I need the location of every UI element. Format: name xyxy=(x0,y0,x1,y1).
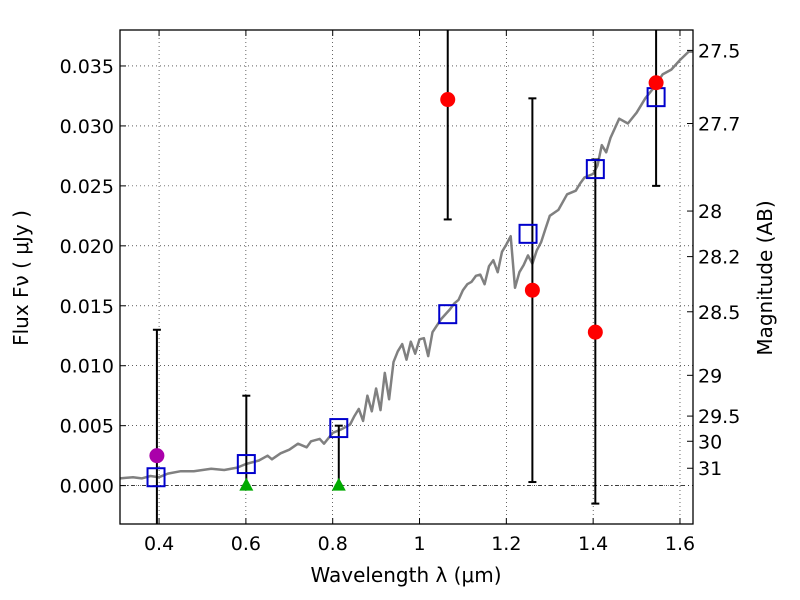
observed-flux-point xyxy=(524,282,540,298)
markers xyxy=(146,75,666,491)
y-tick-label: 0.030 xyxy=(60,116,114,138)
y-tick-label: 0.000 xyxy=(60,476,114,498)
model-photometry-square xyxy=(329,418,349,439)
observed-flux-point xyxy=(648,75,664,91)
y-axis-label: Flux Fν ( μJy ) xyxy=(9,210,33,346)
grid xyxy=(120,30,693,524)
model-photometry-square xyxy=(236,454,256,475)
y-tick-label: 0.020 xyxy=(60,236,114,258)
x-tick-label: 1.4 xyxy=(578,533,608,555)
x-axis-label: Wavelength λ (μm) xyxy=(310,563,501,587)
error-bars xyxy=(152,30,661,524)
model-photometry-square xyxy=(146,467,166,488)
mag-tick-label: 28.2 xyxy=(698,247,740,269)
y-tick-label: 0.010 xyxy=(60,356,114,378)
upper-limit-triangle xyxy=(331,477,346,491)
mag-tick-label: 27.7 xyxy=(698,114,740,136)
y-right-axis-label: Magnitude (AB) xyxy=(753,200,777,355)
y-tick-label: 0.015 xyxy=(60,296,114,318)
mag-tick-label: 31 xyxy=(698,458,722,480)
mag-tick-label: 28.5 xyxy=(698,302,740,324)
upper-limit-triangle xyxy=(239,477,254,491)
y-tick-label: 0.025 xyxy=(60,176,114,198)
mag-tick-label: 28 xyxy=(698,201,722,223)
spectrum-line xyxy=(119,50,693,480)
mag-tick-label: 29 xyxy=(698,365,722,387)
model-photometry-square xyxy=(585,159,605,180)
observed-flux-point xyxy=(587,324,603,340)
x-tick-label: 1.6 xyxy=(665,533,695,555)
x-tick-label: 1.2 xyxy=(491,533,521,555)
y-tick-label: 0.035 xyxy=(60,56,114,78)
plot-frame xyxy=(119,29,694,525)
observed-flux-point xyxy=(440,92,456,108)
model-photometry-square xyxy=(518,223,538,244)
ticks: 0.4 0.6 0.8 1 1.2 1.4 1.6 0.000 0.005 0.010 0.015 0… xyxy=(60,30,740,555)
x-tick-label: 0.6 xyxy=(231,533,261,555)
x-tick-label: 1 xyxy=(413,533,425,555)
x-tick-label: 0.8 xyxy=(318,533,348,555)
mag-tick-label: 29.5 xyxy=(698,406,740,428)
observed-flux-point xyxy=(149,448,165,464)
y-tick-label: 0.005 xyxy=(60,416,114,438)
spectrum-series xyxy=(119,50,693,480)
x-tick-label: 0.4 xyxy=(144,533,174,555)
model-photometry-square xyxy=(438,304,458,325)
mag-tick-label: 27.5 xyxy=(698,40,740,62)
mag-tick-label: 30 xyxy=(698,431,722,453)
